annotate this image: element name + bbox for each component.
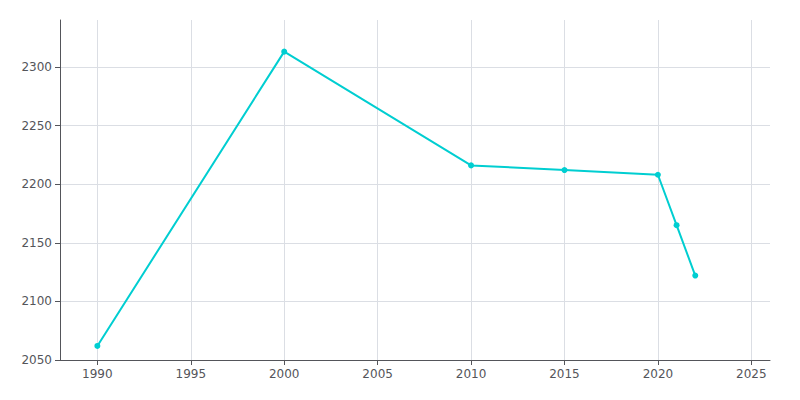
svg-text:1995: 1995 [176,367,207,381]
svg-text:2015: 2015 [549,367,580,381]
svg-text:2050: 2050 [21,353,52,367]
svg-text:2010: 2010 [456,367,487,381]
svg-text:2250: 2250 [21,119,52,133]
svg-text:2000: 2000 [269,367,300,381]
svg-text:2300: 2300 [21,60,52,74]
svg-text:2100: 2100 [21,294,52,308]
svg-text:2150: 2150 [21,236,52,250]
svg-text:1990: 1990 [82,367,113,381]
svg-text:2025: 2025 [736,367,767,381]
svg-text:2020: 2020 [643,367,674,381]
svg-text:2005: 2005 [362,367,393,381]
svg-text:2200: 2200 [21,177,52,191]
